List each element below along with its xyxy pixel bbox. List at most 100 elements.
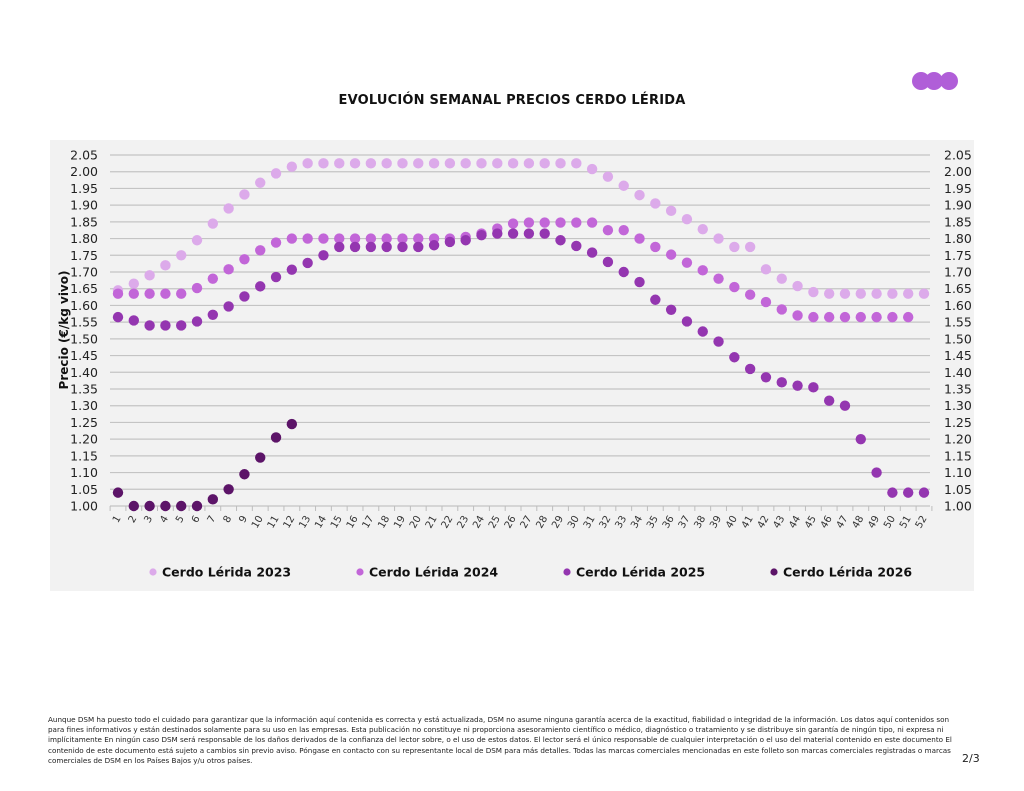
data-point (539, 158, 550, 169)
x-tick-label: 43 (771, 514, 787, 531)
y-tick-label-left: 1.75 (70, 248, 98, 263)
x-tick-label: 17 (361, 514, 377, 531)
x-tick-label: 27 (519, 514, 535, 531)
data-point (302, 233, 313, 244)
data-point (776, 273, 787, 284)
data-point (428, 158, 440, 169)
data-point (223, 203, 234, 214)
y-tick-label-right: 1.40 (944, 365, 972, 380)
data-point (792, 380, 803, 391)
data-point (239, 469, 250, 480)
x-tick-label: 20 (408, 514, 424, 531)
y-tick-label-left: 1.10 (70, 465, 98, 480)
data-point (586, 217, 598, 228)
y-tick-label-left: 1.20 (70, 432, 98, 447)
y-tick-label-right: 1.30 (944, 398, 972, 413)
data-point (555, 235, 566, 246)
data-point (523, 217, 535, 228)
data-point (634, 276, 645, 288)
data-point (602, 256, 614, 268)
data-point (760, 264, 772, 275)
data-point (223, 264, 234, 275)
data-point (270, 271, 282, 283)
y-tick-label-right: 1.85 (944, 214, 972, 229)
data-point (555, 217, 566, 228)
data-point (128, 500, 140, 512)
y-tick-label-left: 1.05 (70, 482, 98, 497)
x-tick-label: 45 (803, 514, 819, 531)
data-point (839, 400, 851, 411)
y-tick-label-left: 1.40 (70, 365, 98, 380)
legend-label: Cerdo Lérida 2025 (576, 565, 705, 580)
x-tick-label: 33 (613, 514, 629, 531)
y-tick-label-right: 1.00 (944, 499, 972, 514)
data-point (492, 228, 503, 239)
x-tick-label: 35 (645, 514, 661, 531)
x-tick-label: 22 (440, 514, 456, 531)
data-point (144, 500, 155, 512)
data-point (665, 249, 677, 260)
data-point (902, 311, 914, 323)
x-tick-label: 21 (424, 514, 440, 531)
data-point (191, 500, 203, 512)
data-point (823, 311, 835, 323)
gridlines (110, 154, 930, 507)
data-point (776, 377, 787, 388)
y-tick-label-right: 1.45 (944, 348, 972, 363)
data-point (808, 286, 819, 298)
data-point (191, 282, 203, 294)
data-point (223, 301, 234, 312)
y-tick-label-right: 1.70 (944, 265, 972, 280)
data-point (239, 254, 250, 265)
x-tick-label: 47 (835, 514, 851, 531)
chart-svg: 1.001.051.101.151.201.251.301.351.401.45… (57, 148, 972, 580)
data-point (855, 288, 866, 299)
x-tick-label: 49 (866, 514, 882, 531)
data-point (571, 240, 582, 252)
data-point (808, 382, 819, 393)
x-tick-label: 34 (629, 514, 645, 531)
y-tick-label-right: 1.55 (944, 315, 972, 330)
data-point (381, 233, 392, 244)
legend-marker (770, 568, 778, 576)
data-point (112, 311, 124, 323)
data-point (239, 291, 250, 302)
data-point (160, 288, 171, 299)
data-point (176, 500, 187, 512)
data-point (571, 217, 582, 228)
y-tick-label-right: 1.05 (944, 482, 972, 497)
data-point (871, 467, 882, 478)
x-tick-label: 50 (882, 514, 898, 531)
data-point (650, 241, 661, 253)
data-point (871, 311, 882, 323)
y-tick-label-left: 1.95 (70, 181, 98, 196)
data-point (855, 433, 866, 445)
x-tick-label: 51 (898, 514, 914, 531)
y-tick-label-left: 1.30 (70, 398, 98, 413)
x-tick-label: 5 (174, 514, 187, 525)
data-point (286, 264, 298, 275)
x-tick-label: 31 (582, 514, 598, 531)
data-point (365, 241, 377, 253)
data-point (239, 189, 250, 200)
data-point (571, 158, 582, 169)
x-tick-label: 30 (566, 514, 582, 531)
data-point (476, 158, 487, 169)
data-point (902, 288, 914, 299)
data-point (744, 241, 756, 253)
logo-dot (940, 72, 958, 90)
data-point (191, 235, 203, 246)
y-tick-label-right: 1.75 (944, 248, 972, 263)
data-point (144, 288, 155, 299)
y-tick-label-right: 1.10 (944, 465, 972, 480)
data-point (334, 233, 345, 244)
y-tick-label-left: 1.60 (70, 298, 98, 313)
data-point (207, 218, 219, 229)
data-point (286, 418, 298, 430)
data-point (476, 230, 487, 241)
data-point (839, 288, 851, 299)
legend-label: Cerdo Lérida 2024 (369, 565, 498, 580)
y-tick-label-right: 2.00 (944, 164, 972, 179)
x-tick-label: 26 (503, 514, 519, 531)
data-point (334, 158, 345, 169)
